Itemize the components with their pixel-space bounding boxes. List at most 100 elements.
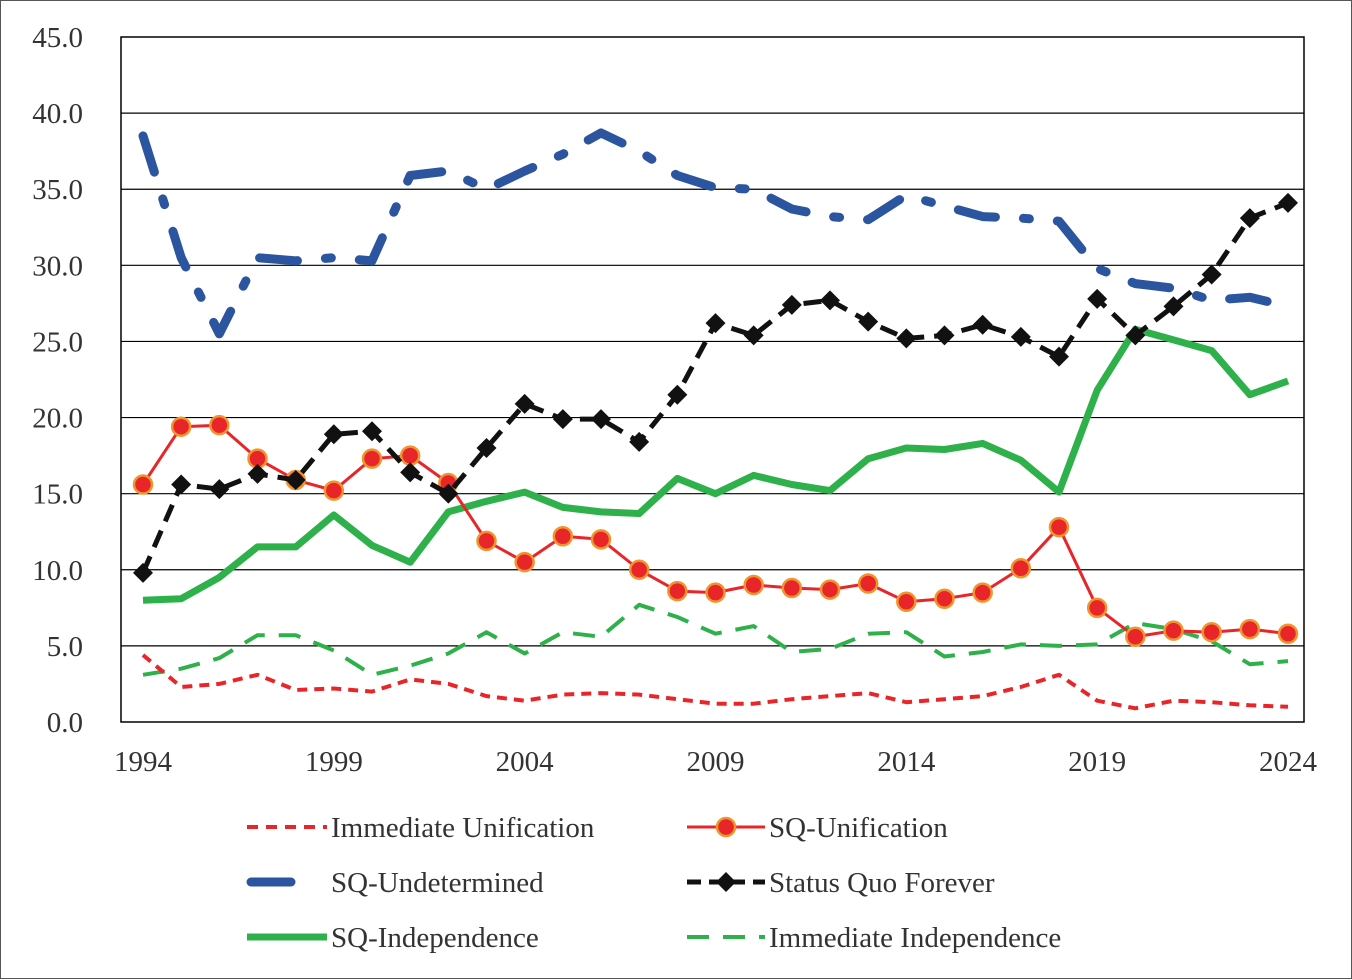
- data-point-sq-unification: [705, 582, 726, 603]
- data-point-sq-unification: [819, 579, 841, 600]
- y-tick-label: 45.0: [32, 22, 83, 54]
- data-point-status-quo-forever: [247, 463, 268, 484]
- legend-item-sq-unification: SQ-Unification: [687, 812, 948, 844]
- data-point-sq-unification: [1239, 618, 1261, 640]
- data-point-sq-unification: [590, 529, 612, 550]
- y-tick-label: 25.0: [32, 326, 83, 358]
- data-point-status-quo-forever: [209, 479, 230, 500]
- data-point-status-quo-forever: [1125, 325, 1146, 346]
- data-point-sq-unification: [1010, 558, 1032, 579]
- data-point-status-quo-forever: [1278, 192, 1298, 213]
- series-sq-independence: [142, 325, 1290, 604]
- legend-item-sq-undetermined: SQ-Undetermined: [246, 867, 544, 899]
- legend-label: SQ-Undetermined: [331, 867, 544, 899]
- data-point-sq-unification: [896, 591, 917, 612]
- data-point-sq-unification: [1277, 623, 1299, 644]
- data-point-status-quo-forever: [781, 294, 802, 315]
- data-point-sq-unification: [628, 559, 650, 581]
- series-sq-undetermined: [138, 128, 1293, 339]
- series-immediate-independence: [142, 602, 1289, 677]
- data-point-status-quo-forever: [552, 409, 573, 430]
- plot-area: [120, 36, 1305, 723]
- data-point-sq-unification: [476, 530, 497, 552]
- data-point-status-quo-forever: [476, 438, 497, 458]
- data-point-sq-unification: [323, 480, 345, 501]
- data-point-status-quo-forever: [820, 290, 840, 311]
- x-tick-label: 1999: [305, 746, 363, 778]
- legend-label: SQ-Independence: [331, 922, 539, 954]
- series-sq-unification: [132, 414, 1299, 648]
- series-line-sq-undetermined: [138, 128, 1293, 339]
- data-point-status-quo-forever: [1049, 346, 1069, 367]
- data-point-sq-unification: [399, 445, 421, 466]
- data-point-sq-unification: [857, 573, 879, 594]
- y-tick-label: 20.0: [32, 403, 83, 435]
- y-tick-label: 35.0: [32, 174, 83, 206]
- legend-label: Status Quo Forever: [769, 867, 995, 899]
- series-status-quo-forever: [133, 192, 1298, 583]
- data-point-sq-unification: [170, 416, 192, 437]
- data-point-status-quo-forever: [362, 421, 382, 442]
- y-tick-label: 5.0: [47, 631, 83, 663]
- legend-label: Immediate Independence: [769, 922, 1061, 954]
- data-point-status-quo-forever: [1201, 264, 1222, 285]
- x-tick-label: 2014: [877, 746, 936, 778]
- legend-item-sq-independence: SQ-Independence: [247, 922, 539, 954]
- data-point-sq-unification: [972, 582, 993, 603]
- y-tick-label: 40.0: [32, 98, 83, 130]
- legend-marker: [716, 872, 736, 892]
- data-point-status-quo-forever: [743, 325, 764, 346]
- data-point-sq-unification: [132, 474, 154, 495]
- data-point-sq-unification: [667, 580, 688, 602]
- data-point-status-quo-forever: [896, 328, 917, 349]
- legend-marker: [715, 816, 737, 838]
- x-tick-label: 2019: [1068, 746, 1126, 778]
- series-line-immediate-independence: [142, 602, 1289, 677]
- data-point-sq-unification: [361, 448, 383, 469]
- data-point-status-quo-forever: [591, 409, 611, 430]
- legend-label: Immediate Unification: [331, 812, 595, 844]
- x-tick-label: 2009: [687, 746, 745, 778]
- data-point-status-quo-forever: [438, 483, 459, 504]
- data-point-status-quo-forever: [323, 424, 344, 445]
- data-point-sq-unification: [934, 588, 955, 609]
- y-tick-label: 15.0: [32, 479, 83, 511]
- data-point-status-quo-forever: [667, 384, 688, 405]
- series-line-sq-independence: [142, 325, 1290, 604]
- data-point-sq-unification: [743, 574, 764, 596]
- data-point-sq-unification: [1201, 621, 1222, 643]
- legend-item-status-quo-forever: Status Quo Forever: [687, 867, 995, 899]
- data-point-status-quo-forever: [1163, 296, 1184, 317]
- x-tick-label: 2024: [1259, 746, 1318, 778]
- data-point-status-quo-forever: [629, 431, 650, 452]
- data-point-status-quo-forever: [858, 311, 879, 332]
- legend-item-immediate-independence: Immediate Independence: [687, 922, 1061, 954]
- data-point-sq-unification: [552, 526, 574, 547]
- data-point-sq-unification: [514, 551, 535, 573]
- data-point-status-quo-forever: [1010, 326, 1031, 347]
- legend-label: SQ-Unification: [769, 812, 948, 844]
- legend-item-immediate-unification: Immediate Unification: [247, 812, 595, 844]
- data-point-sq-unification: [1086, 597, 1108, 619]
- y-tick-label: 10.0: [32, 555, 83, 587]
- data-point-status-quo-forever: [1239, 208, 1260, 229]
- data-point-sq-unification: [781, 577, 803, 599]
- series-line-immediate-unification: [141, 653, 1289, 711]
- data-point-sq-unification: [209, 414, 230, 436]
- data-point-status-quo-forever: [972, 314, 993, 335]
- data-point-sq-unification: [1048, 516, 1070, 538]
- series-immediate-unification: [141, 653, 1289, 711]
- data-point-status-quo-forever: [171, 474, 192, 495]
- data-point-status-quo-forever: [133, 562, 153, 583]
- data-point-status-quo-forever: [285, 469, 306, 490]
- x-tick-label: 1994: [114, 746, 173, 778]
- data-point-status-quo-forever: [400, 462, 421, 483]
- data-point-status-quo-forever: [705, 313, 726, 334]
- data-point-sq-unification: [1163, 620, 1184, 641]
- data-point-status-quo-forever: [934, 325, 955, 346]
- data-point-status-quo-forever: [1087, 288, 1108, 309]
- data-point-sq-unification: [1125, 626, 1146, 648]
- y-tick-label: 30.0: [32, 250, 83, 282]
- y-tick-label: 0.0: [47, 707, 83, 739]
